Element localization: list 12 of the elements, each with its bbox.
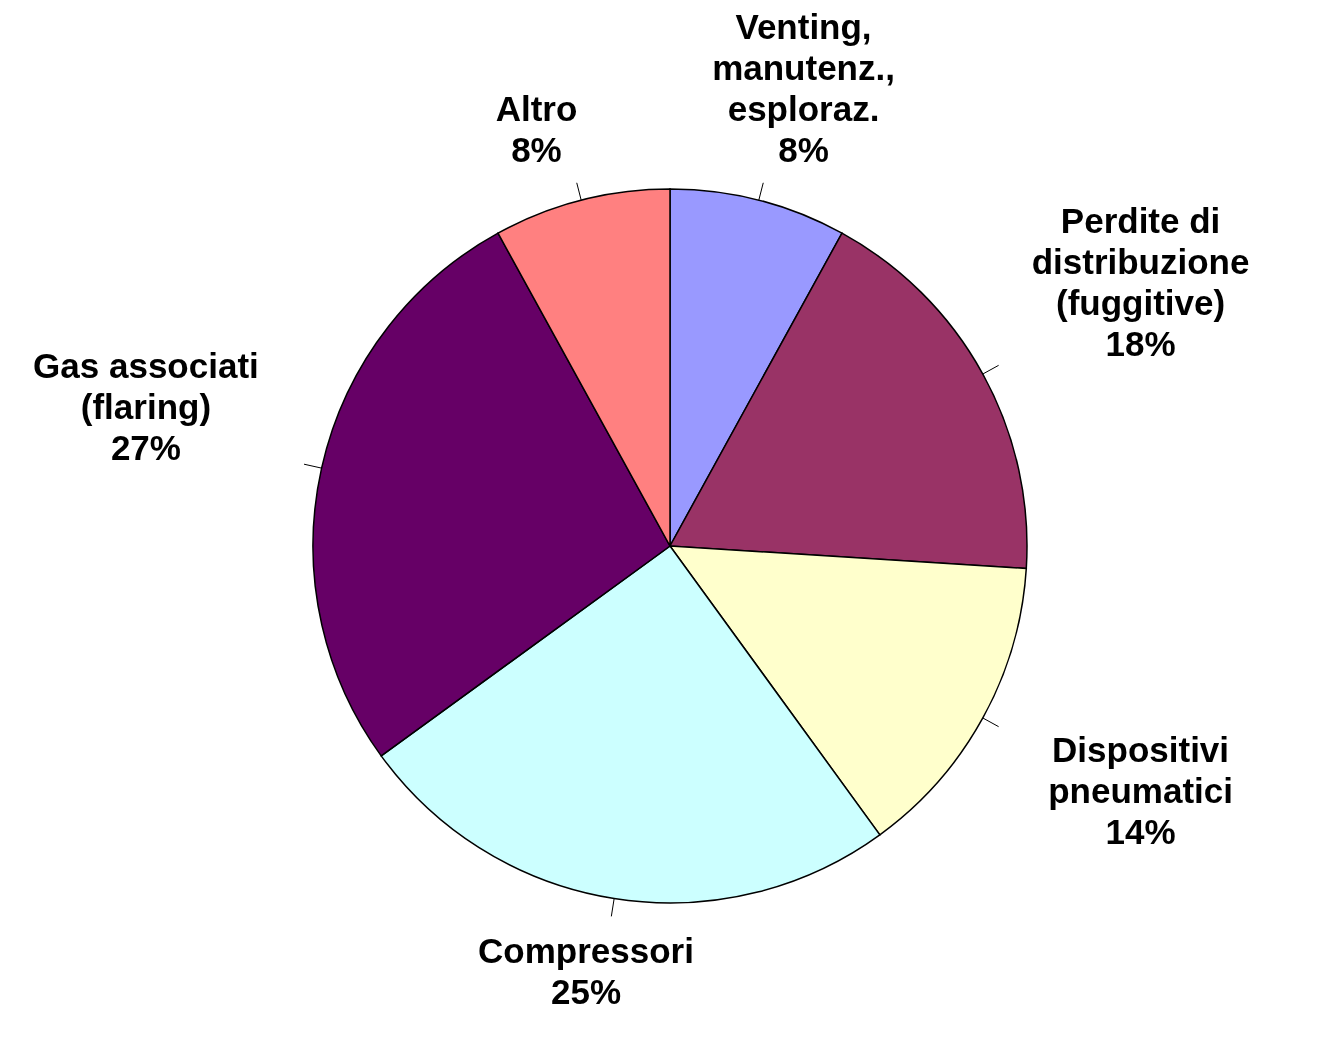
slice-label: Perdite di distribuzione (fuggitive) [1031, 200, 1250, 322]
slice-label: Altro [495, 88, 578, 128]
slice-label: Compressori [478, 930, 694, 970]
data-label: 14% [1105, 811, 1176, 851]
data-label: 27% [110, 427, 181, 467]
slice-label: Gas associati (flaring) [33, 345, 259, 426]
data-label: 8% [778, 129, 829, 169]
data-label: 25% [550, 971, 622, 1011]
slice-label: Venting, manutenz., esploraz. [712, 6, 895, 128]
slice-label: Dispositivi pneumatici [1048, 729, 1233, 810]
data-label: 8% [511, 129, 562, 169]
data-label: 18% [1105, 323, 1176, 363]
